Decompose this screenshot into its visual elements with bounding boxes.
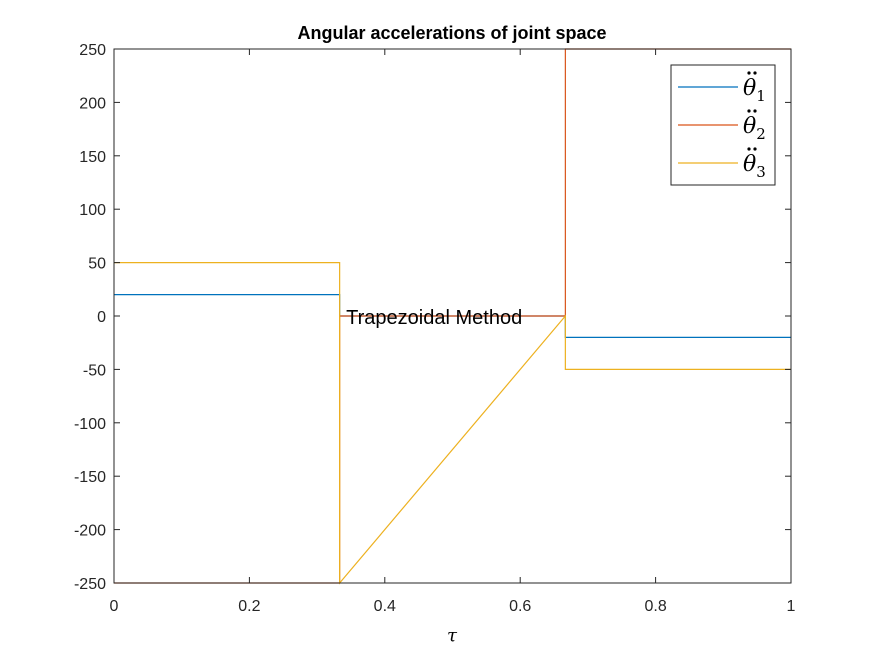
plot-layer: 0 0.2 0.4 0.6 0.8 1 250 200 150 100 50 0 -50 -100 -150… (74, 42, 796, 615)
x-tick-label: 0.8 (644, 598, 666, 615)
legend-label-1: θ1 (743, 76, 766, 105)
legend-accent-dot (753, 109, 757, 113)
y-tick-label: 150 (79, 149, 106, 166)
y-tick-label: 50 (88, 256, 106, 273)
x-tick-label: 0.2 (238, 598, 260, 615)
legend-accent-dot (747, 147, 751, 151)
chart-title: Angular accelerations of joint space (297, 23, 606, 43)
x-tick-label: 1 (787, 598, 796, 615)
x-tick-label: 0.6 (509, 598, 531, 615)
y-tick-label: -250 (74, 576, 106, 593)
y-tick-label: 200 (79, 95, 106, 112)
x-tick-label: 0.4 (374, 598, 396, 615)
y-tick-label: 100 (79, 202, 106, 219)
legend-accent-dot (753, 147, 757, 151)
legend-label-3: θ3 (743, 152, 766, 181)
y-tick-label: -200 (74, 523, 106, 540)
x-axis-label: τ (447, 625, 458, 646)
y-tick-label: 250 (79, 42, 106, 59)
annotation-text: Trapezoidal Method (346, 307, 522, 329)
y-tick-label: -100 (74, 416, 106, 433)
legend-accent-dot (747, 71, 751, 75)
y-tick-label: -150 (74, 469, 106, 486)
legend-accent-dot (753, 71, 757, 75)
legend-accent-dot (747, 109, 751, 113)
y-tick-label: 0 (97, 309, 106, 326)
legend-label-2: θ2 (743, 114, 766, 143)
x-tick-label: 0 (110, 598, 119, 615)
series-line-3 (114, 262, 791, 585)
y-tick-label: -50 (83, 362, 106, 379)
